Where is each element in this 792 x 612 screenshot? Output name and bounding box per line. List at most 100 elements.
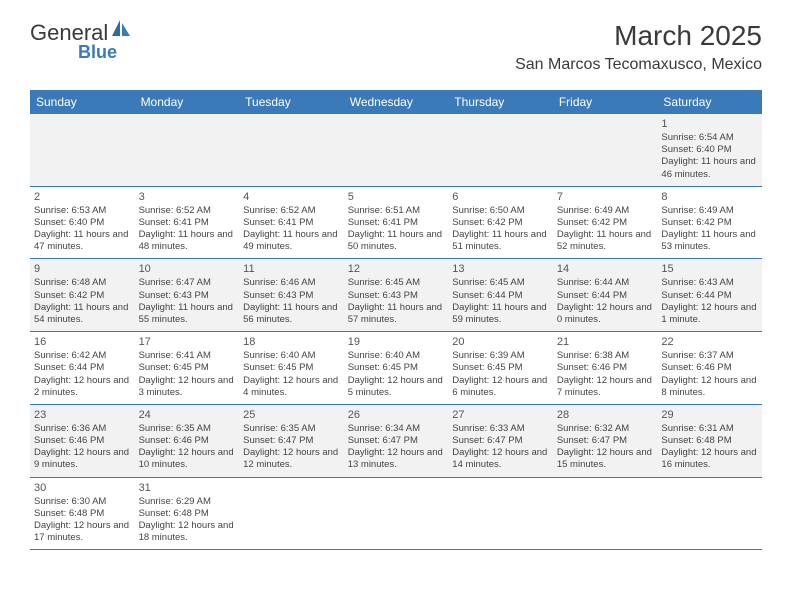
sunset-line: Sunset: 6:48 PM — [661, 435, 758, 447]
sunrise-line: Sunrise: 6:38 AM — [557, 350, 654, 362]
logo-sail-icon — [110, 18, 132, 43]
week-row: 9Sunrise: 6:48 AMSunset: 6:42 PMDaylight… — [30, 259, 762, 332]
weekday-friday: Friday — [553, 90, 658, 114]
day-number: 2 — [34, 190, 131, 204]
day-number: 31 — [139, 481, 236, 495]
daylight-line: Daylight: 12 hours and 4 minutes. — [243, 375, 340, 399]
sunset-line: Sunset: 6:46 PM — [557, 362, 654, 374]
sunrise-line: Sunrise: 6:50 AM — [452, 205, 549, 217]
title-block: March 2025 San Marcos Tecomaxusco, Mexic… — [515, 20, 762, 74]
day-number: 6 — [452, 190, 549, 204]
day-number: 13 — [452, 262, 549, 276]
sunset-line: Sunset: 6:45 PM — [139, 362, 236, 374]
daylight-line: Daylight: 12 hours and 3 minutes. — [139, 375, 236, 399]
sunrise-line: Sunrise: 6:48 AM — [34, 277, 131, 289]
day-cell-19: 19Sunrise: 6:40 AMSunset: 6:45 PMDayligh… — [344, 332, 449, 404]
sunset-line: Sunset: 6:48 PM — [34, 508, 131, 520]
day-number: 5 — [348, 190, 445, 204]
sunrise-line: Sunrise: 6:54 AM — [661, 132, 758, 144]
empty-cell — [239, 478, 344, 550]
daylight-line: Daylight: 12 hours and 17 minutes. — [34, 520, 131, 544]
sunrise-line: Sunrise: 6:36 AM — [34, 423, 131, 435]
weekday-tuesday: Tuesday — [239, 90, 344, 114]
day-cell-14: 14Sunrise: 6:44 AMSunset: 6:44 PMDayligh… — [553, 259, 658, 331]
day-number: 14 — [557, 262, 654, 276]
day-cell-9: 9Sunrise: 6:48 AMSunset: 6:42 PMDaylight… — [30, 259, 135, 331]
day-cell-21: 21Sunrise: 6:38 AMSunset: 6:46 PMDayligh… — [553, 332, 658, 404]
day-number: 1 — [661, 117, 758, 131]
empty-cell — [344, 114, 449, 186]
daylight-line: Daylight: 12 hours and 8 minutes. — [661, 375, 758, 399]
sunset-line: Sunset: 6:45 PM — [452, 362, 549, 374]
sunrise-line: Sunrise: 6:33 AM — [452, 423, 549, 435]
sunset-line: Sunset: 6:47 PM — [348, 435, 445, 447]
day-number: 22 — [661, 335, 758, 349]
sunrise-line: Sunrise: 6:31 AM — [661, 423, 758, 435]
sunrise-line: Sunrise: 6:40 AM — [348, 350, 445, 362]
daylight-line: Daylight: 12 hours and 9 minutes. — [34, 447, 131, 471]
daylight-line: Daylight: 11 hours and 56 minutes. — [243, 302, 340, 326]
daylight-line: Daylight: 12 hours and 5 minutes. — [348, 375, 445, 399]
daylight-line: Daylight: 12 hours and 12 minutes. — [243, 447, 340, 471]
sunset-line: Sunset: 6:48 PM — [139, 508, 236, 520]
day-cell-2: 2Sunrise: 6:53 AMSunset: 6:40 PMDaylight… — [30, 187, 135, 259]
empty-cell — [657, 478, 762, 550]
day-number: 29 — [661, 408, 758, 422]
sunset-line: Sunset: 6:47 PM — [452, 435, 549, 447]
daylight-line: Daylight: 12 hours and 14 minutes. — [452, 447, 549, 471]
day-cell-18: 18Sunrise: 6:40 AMSunset: 6:45 PMDayligh… — [239, 332, 344, 404]
day-cell-8: 8Sunrise: 6:49 AMSunset: 6:42 PMDaylight… — [657, 187, 762, 259]
daylight-line: Daylight: 12 hours and 16 minutes. — [661, 447, 758, 471]
day-cell-26: 26Sunrise: 6:34 AMSunset: 6:47 PMDayligh… — [344, 405, 449, 477]
sunrise-line: Sunrise: 6:32 AM — [557, 423, 654, 435]
daylight-line: Daylight: 12 hours and 10 minutes. — [139, 447, 236, 471]
sunset-line: Sunset: 6:46 PM — [34, 435, 131, 447]
day-cell-12: 12Sunrise: 6:45 AMSunset: 6:43 PMDayligh… — [344, 259, 449, 331]
sunrise-line: Sunrise: 6:42 AM — [34, 350, 131, 362]
sunset-line: Sunset: 6:46 PM — [661, 362, 758, 374]
day-number: 25 — [243, 408, 340, 422]
empty-cell — [30, 114, 135, 186]
sunrise-line: Sunrise: 6:41 AM — [139, 350, 236, 362]
weekday-saturday: Saturday — [657, 90, 762, 114]
day-cell-10: 10Sunrise: 6:47 AMSunset: 6:43 PMDayligh… — [135, 259, 240, 331]
week-row: 16Sunrise: 6:42 AMSunset: 6:44 PMDayligh… — [30, 332, 762, 405]
sunrise-line: Sunrise: 6:45 AM — [452, 277, 549, 289]
logo-text-2: Blue — [78, 42, 117, 63]
day-number: 26 — [348, 408, 445, 422]
day-cell-24: 24Sunrise: 6:35 AMSunset: 6:46 PMDayligh… — [135, 405, 240, 477]
sunset-line: Sunset: 6:44 PM — [452, 290, 549, 302]
week-row: 2Sunrise: 6:53 AMSunset: 6:40 PMDaylight… — [30, 187, 762, 260]
day-number: 20 — [452, 335, 549, 349]
day-cell-17: 17Sunrise: 6:41 AMSunset: 6:45 PMDayligh… — [135, 332, 240, 404]
sunset-line: Sunset: 6:44 PM — [557, 290, 654, 302]
weekday-wednesday: Wednesday — [344, 90, 449, 114]
week-row: 23Sunrise: 6:36 AMSunset: 6:46 PMDayligh… — [30, 405, 762, 478]
daylight-line: Daylight: 12 hours and 6 minutes. — [452, 375, 549, 399]
day-cell-23: 23Sunrise: 6:36 AMSunset: 6:46 PMDayligh… — [30, 405, 135, 477]
day-number: 24 — [139, 408, 236, 422]
sunrise-line: Sunrise: 6:52 AM — [243, 205, 340, 217]
day-cell-5: 5Sunrise: 6:51 AMSunset: 6:41 PMDaylight… — [344, 187, 449, 259]
day-cell-7: 7Sunrise: 6:49 AMSunset: 6:42 PMDaylight… — [553, 187, 658, 259]
empty-cell — [239, 114, 344, 186]
daylight-line: Daylight: 11 hours and 50 minutes. — [348, 229, 445, 253]
day-cell-29: 29Sunrise: 6:31 AMSunset: 6:48 PMDayligh… — [657, 405, 762, 477]
daylight-line: Daylight: 12 hours and 13 minutes. — [348, 447, 445, 471]
sunset-line: Sunset: 6:47 PM — [243, 435, 340, 447]
weekday-thursday: Thursday — [448, 90, 553, 114]
sunset-line: Sunset: 6:44 PM — [661, 290, 758, 302]
day-number: 7 — [557, 190, 654, 204]
sunrise-line: Sunrise: 6:35 AM — [243, 423, 340, 435]
sunset-line: Sunset: 6:45 PM — [348, 362, 445, 374]
day-cell-28: 28Sunrise: 6:32 AMSunset: 6:47 PMDayligh… — [553, 405, 658, 477]
sunset-line: Sunset: 6:41 PM — [139, 217, 236, 229]
day-number: 16 — [34, 335, 131, 349]
day-number: 30 — [34, 481, 131, 495]
sunset-line: Sunset: 6:42 PM — [557, 217, 654, 229]
day-cell-6: 6Sunrise: 6:50 AMSunset: 6:42 PMDaylight… — [448, 187, 553, 259]
day-number: 27 — [452, 408, 549, 422]
sunset-line: Sunset: 6:42 PM — [34, 290, 131, 302]
sunrise-line: Sunrise: 6:39 AM — [452, 350, 549, 362]
sunset-line: Sunset: 6:47 PM — [557, 435, 654, 447]
